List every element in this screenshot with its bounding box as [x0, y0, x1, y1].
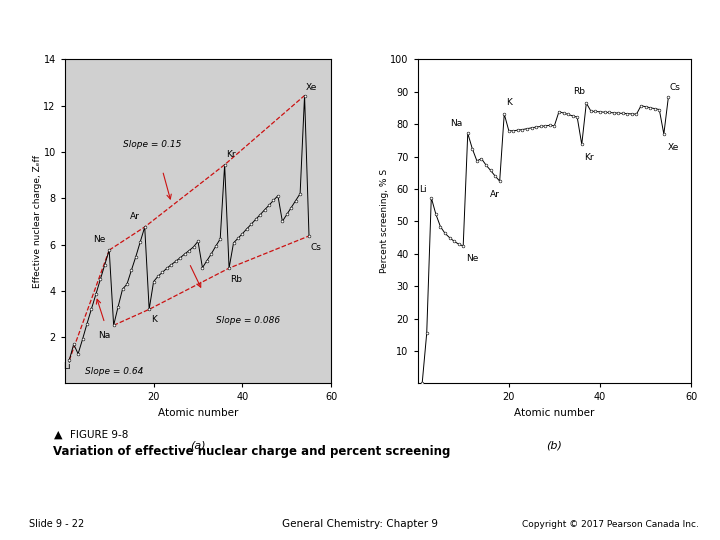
- Text: Slope = 0.64: Slope = 0.64: [85, 367, 143, 376]
- Text: Ar: Ar: [490, 190, 500, 199]
- Text: K: K: [150, 315, 156, 324]
- Text: Na: Na: [450, 119, 462, 128]
- Text: Cs: Cs: [310, 243, 321, 252]
- Text: Slope = 0.086: Slope = 0.086: [216, 316, 280, 325]
- Text: Na: Na: [98, 331, 110, 340]
- Text: Rb: Rb: [230, 275, 242, 284]
- Text: (a): (a): [190, 440, 206, 450]
- Text: Ne: Ne: [94, 235, 106, 244]
- Text: Li: Li: [63, 362, 71, 371]
- Text: ▲: ▲: [54, 430, 63, 440]
- Text: Ar: Ar: [130, 212, 140, 221]
- Text: (b): (b): [546, 440, 562, 450]
- Text: Li: Li: [419, 185, 427, 194]
- Text: Xe: Xe: [305, 83, 317, 92]
- Text: Ne: Ne: [466, 254, 479, 264]
- Text: Kr: Kr: [584, 153, 593, 162]
- Text: Slide 9 - 22: Slide 9 - 22: [29, 519, 84, 529]
- Text: Kr: Kr: [227, 150, 236, 159]
- Y-axis label: Effective nuclear charge, Zₑff: Effective nuclear charge, Zₑff: [33, 155, 42, 288]
- Text: Cs: Cs: [670, 83, 680, 92]
- Y-axis label: Percent screening, % S: Percent screening, % S: [380, 170, 389, 273]
- X-axis label: Atomic number: Atomic number: [158, 408, 238, 418]
- Text: Xe: Xe: [667, 143, 679, 152]
- Text: Variation of effective nuclear charge and percent screening: Variation of effective nuclear charge an…: [53, 446, 450, 458]
- Text: Rb: Rb: [574, 87, 585, 96]
- Text: K: K: [506, 98, 512, 107]
- Text: FIGURE 9-8: FIGURE 9-8: [70, 430, 128, 440]
- Text: General Chemistry: Chapter 9: General Chemistry: Chapter 9: [282, 519, 438, 529]
- Text: Copyright © 2017 Pearson Canada Inc.: Copyright © 2017 Pearson Canada Inc.: [521, 520, 698, 529]
- X-axis label: Atomic number: Atomic number: [514, 408, 595, 418]
- Text: Slope = 0.15: Slope = 0.15: [122, 140, 181, 150]
